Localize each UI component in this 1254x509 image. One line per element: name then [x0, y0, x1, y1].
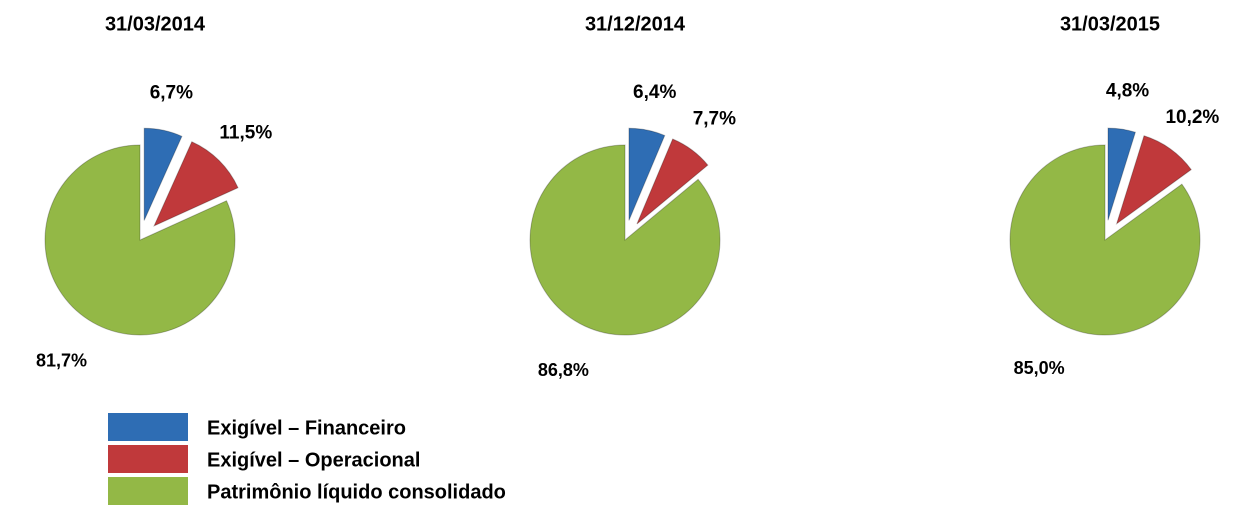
data-label: 11,5%	[219, 123, 272, 144]
data-label: 10,2%	[1165, 107, 1219, 128]
data-label: 6,7%	[150, 82, 193, 103]
data-label: 81,7%	[36, 351, 87, 371]
pie-slice	[44, 144, 236, 336]
legend-label: Patrimônio líquido consolidado	[207, 481, 506, 503]
chart-title: 31/03/2015	[1060, 13, 1160, 35]
pie-slice	[1115, 135, 1192, 226]
legend-label: Exigível – Operacional	[207, 449, 420, 471]
data-label: 6,4%	[633, 82, 676, 103]
data-label: 86,8%	[538, 360, 589, 380]
data-label: 4,8%	[1106, 81, 1149, 102]
pie-slice	[628, 127, 666, 221]
legend-swatch	[108, 477, 188, 505]
legend-swatch	[108, 445, 188, 473]
data-label: 7,7%	[693, 109, 736, 130]
pie-slice	[153, 141, 239, 227]
pie-slice	[143, 127, 183, 221]
legend-swatch	[108, 413, 188, 441]
data-label: 85,0%	[1014, 358, 1065, 378]
chart-title: 31/03/2014	[105, 13, 206, 35]
pie-slice	[529, 144, 721, 336]
legend-label: Exigível – Financeiro	[207, 417, 406, 439]
pie-slice	[1107, 127, 1137, 221]
pie-slice	[636, 138, 709, 225]
pie-slice	[1009, 144, 1201, 336]
chart-title: 31/12/2014	[585, 13, 686, 35]
